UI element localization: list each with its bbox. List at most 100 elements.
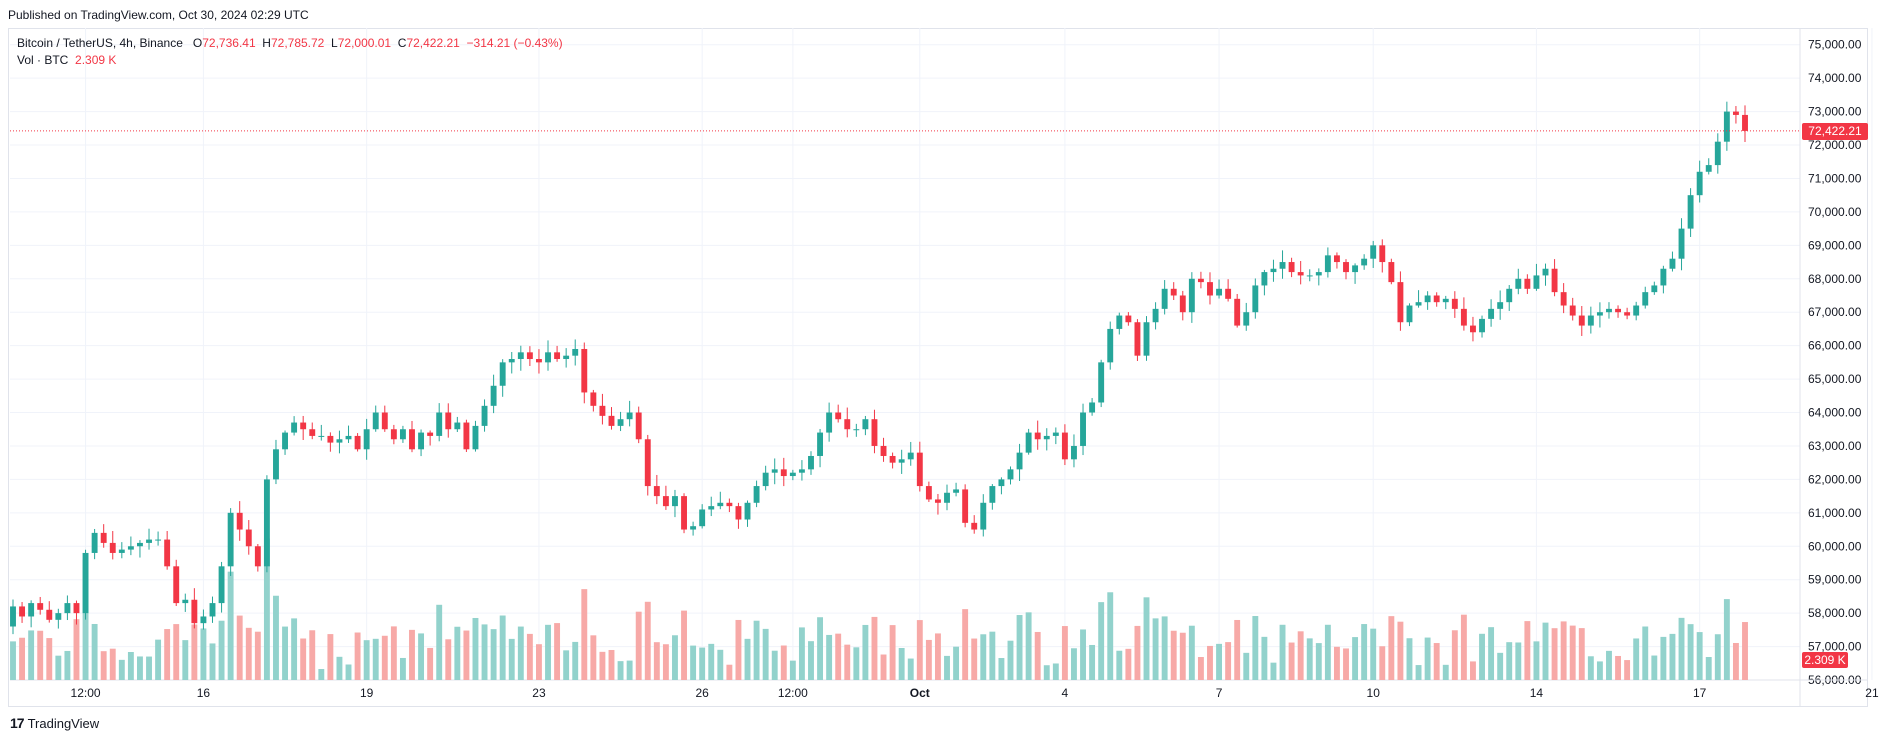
candle-body[interactable] bbox=[1170, 288, 1177, 296]
candle-body[interactable] bbox=[1343, 262, 1349, 273]
candle-body[interactable] bbox=[1071, 445, 1077, 460]
candle-body[interactable] bbox=[1606, 308, 1612, 313]
candle-body[interactable] bbox=[155, 539, 162, 541]
candle-body[interactable] bbox=[1506, 288, 1513, 303]
candle-body[interactable] bbox=[798, 469, 805, 473]
candle-body[interactable] bbox=[499, 362, 506, 386]
candle-body[interactable] bbox=[273, 449, 279, 480]
candle-body[interactable] bbox=[137, 542, 143, 547]
candle-body[interactable] bbox=[336, 439, 343, 443]
candle-body[interactable] bbox=[1270, 268, 1277, 273]
candle-body[interactable] bbox=[182, 599, 189, 604]
candle-body[interactable] bbox=[862, 419, 869, 430]
candle-body[interactable] bbox=[1107, 328, 1114, 363]
candle-body[interactable] bbox=[1016, 452, 1023, 470]
candle-body[interactable] bbox=[127, 546, 134, 550]
candle-body[interactable] bbox=[1678, 228, 1685, 259]
candle-body[interactable] bbox=[771, 469, 778, 473]
candle-body[interactable] bbox=[10, 606, 16, 627]
candle-body[interactable] bbox=[200, 616, 207, 624]
candle-body[interactable] bbox=[1433, 295, 1440, 303]
candle-body[interactable] bbox=[744, 502, 751, 520]
candle-body[interactable] bbox=[681, 496, 687, 530]
candle-body[interactable] bbox=[1352, 265, 1359, 273]
candle-body[interactable] bbox=[717, 502, 724, 507]
candle-body[interactable] bbox=[916, 452, 923, 487]
candle-body[interactable] bbox=[1742, 114, 1748, 131]
candle-body[interactable] bbox=[1406, 305, 1413, 323]
candle-body[interactable] bbox=[254, 546, 261, 567]
candle-body[interactable] bbox=[427, 432, 434, 436]
candle-body[interactable] bbox=[1470, 325, 1476, 333]
candle-body[interactable] bbox=[808, 455, 814, 470]
candle-body[interactable] bbox=[1216, 288, 1222, 296]
candle-body[interactable] bbox=[1560, 292, 1567, 306]
candle-body[interactable] bbox=[1569, 305, 1576, 316]
candle-body[interactable] bbox=[372, 412, 379, 430]
candle-body[interactable] bbox=[209, 603, 216, 617]
candle-body[interactable] bbox=[1143, 322, 1150, 356]
candle-body[interactable] bbox=[753, 486, 760, 503]
candle-body[interactable] bbox=[889, 455, 896, 463]
candle-body[interactable] bbox=[472, 425, 479, 450]
candle-body[interactable] bbox=[690, 526, 697, 530]
candle-body[interactable] bbox=[146, 539, 152, 543]
candle-body[interactable] bbox=[381, 412, 388, 430]
candle-body[interactable] bbox=[345, 435, 352, 440]
candle-body[interactable] bbox=[1615, 308, 1621, 313]
candle-body[interactable] bbox=[1587, 315, 1594, 326]
candle-body[interactable] bbox=[526, 352, 533, 360]
tradingview-brand[interactable]: 17 TradingView bbox=[10, 715, 99, 731]
candle-body[interactable] bbox=[1333, 255, 1340, 263]
candle-body[interactable] bbox=[1234, 298, 1241, 326]
candle-body[interactable] bbox=[1361, 258, 1368, 266]
candle-body[interactable] bbox=[554, 352, 561, 360]
candle-body[interactable] bbox=[1261, 272, 1268, 286]
candle-body[interactable] bbox=[1723, 111, 1730, 142]
candle-body[interactable] bbox=[844, 419, 851, 430]
candle-body[interactable] bbox=[1034, 432, 1041, 440]
candle-body[interactable] bbox=[1288, 262, 1295, 273]
candle-body[interactable] bbox=[28, 603, 35, 617]
candle-body[interactable] bbox=[1669, 258, 1676, 269]
candle-body[interactable] bbox=[1397, 282, 1404, 323]
candle-body[interactable] bbox=[409, 429, 415, 450]
candle-body[interactable] bbox=[1696, 171, 1703, 196]
candle-body[interactable] bbox=[118, 549, 125, 553]
candle-body[interactable] bbox=[1705, 165, 1712, 172]
candle-body[interactable] bbox=[1578, 315, 1585, 326]
candle-body[interactable] bbox=[545, 352, 551, 363]
candle-body[interactable] bbox=[789, 472, 796, 477]
candle-body[interactable] bbox=[19, 606, 26, 617]
candle-body[interactable] bbox=[1370, 245, 1377, 259]
candle-body[interactable] bbox=[1633, 305, 1640, 316]
candle-body[interactable] bbox=[399, 429, 406, 440]
candle-body[interactable] bbox=[1080, 412, 1086, 446]
candle-body[interactable] bbox=[644, 439, 651, 487]
candle-body[interactable] bbox=[1089, 402, 1096, 413]
candle-body[interactable] bbox=[1007, 469, 1014, 480]
candle-body[interactable] bbox=[164, 539, 171, 567]
candle-body[interactable] bbox=[481, 405, 488, 426]
candle-body[interactable] bbox=[418, 432, 425, 450]
candle-body[interactable] bbox=[1379, 245, 1386, 263]
candle-body[interactable] bbox=[1315, 272, 1322, 276]
candle-body[interactable] bbox=[517, 352, 524, 360]
candle-body[interactable] bbox=[1551, 268, 1558, 293]
candle-body[interactable] bbox=[1533, 275, 1540, 289]
candle-body[interactable] bbox=[363, 429, 370, 450]
candle-body[interactable] bbox=[653, 486, 660, 497]
candle-body[interactable] bbox=[309, 429, 316, 436]
candle-body[interactable] bbox=[853, 429, 860, 431]
candle-body[interactable] bbox=[1061, 432, 1068, 460]
candle-body[interactable] bbox=[1134, 322, 1141, 356]
candle-body[interactable] bbox=[91, 532, 98, 553]
candle-body[interactable] bbox=[1188, 278, 1195, 313]
candle-body[interactable] bbox=[1116, 315, 1123, 329]
candle-body[interactable] bbox=[953, 489, 960, 493]
candle-body[interactable] bbox=[1252, 285, 1259, 313]
candle-body[interactable] bbox=[1732, 111, 1739, 115]
candle-body[interactable] bbox=[1197, 278, 1204, 283]
candle-body[interactable] bbox=[1424, 295, 1431, 303]
